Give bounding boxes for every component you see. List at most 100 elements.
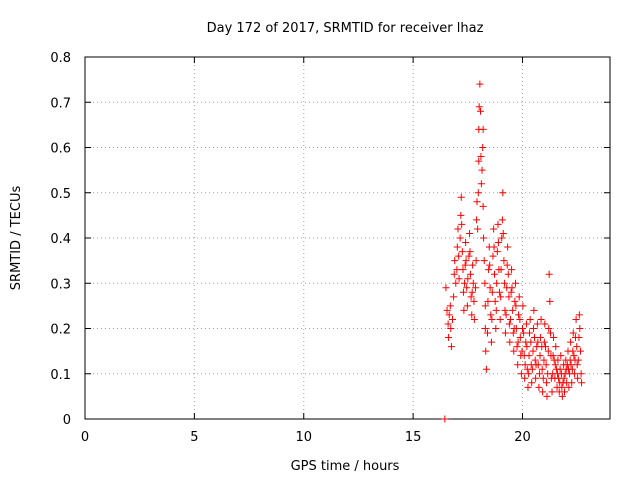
data-point bbox=[481, 325, 489, 332]
data-point bbox=[496, 288, 504, 296]
data-point bbox=[576, 347, 584, 355]
data-point bbox=[512, 325, 520, 332]
data-point bbox=[454, 225, 462, 233]
data-point bbox=[473, 198, 481, 206]
data-point bbox=[482, 365, 490, 373]
data-point bbox=[575, 334, 583, 342]
data-point bbox=[450, 270, 458, 278]
y-tick-label: 0.6 bbox=[50, 142, 71, 157]
data-point bbox=[452, 279, 460, 287]
data-point bbox=[513, 343, 521, 351]
data-point bbox=[504, 270, 512, 278]
data-point bbox=[558, 383, 566, 391]
data-point bbox=[568, 379, 576, 387]
data-point bbox=[529, 325, 537, 332]
data-point bbox=[478, 166, 486, 174]
x-tick-label: 20 bbox=[514, 430, 531, 445]
data-point bbox=[502, 311, 510, 319]
data-point bbox=[500, 257, 508, 265]
data-point bbox=[526, 329, 533, 337]
data-point bbox=[509, 306, 517, 314]
x-tick-label: 5 bbox=[190, 430, 198, 445]
data-point bbox=[455, 275, 463, 283]
data-point bbox=[472, 257, 480, 265]
data-point bbox=[450, 293, 458, 301]
data-point bbox=[504, 243, 512, 251]
data-point bbox=[572, 315, 580, 323]
data-point bbox=[484, 329, 491, 337]
axis-ticks: 0 5 10 15 20 0 0.1 0.2 0.3 0.4 0.5 0.6 0.7 0.8 bbox=[50, 51, 610, 445]
data-point bbox=[456, 234, 464, 242]
data-point bbox=[536, 370, 544, 378]
data-point bbox=[493, 248, 501, 256]
data-point bbox=[527, 338, 535, 346]
data-point bbox=[514, 361, 522, 369]
data-point bbox=[460, 306, 468, 314]
data-point bbox=[481, 279, 489, 287]
data-point bbox=[470, 315, 478, 323]
y-tick-label: 0.2 bbox=[50, 323, 71, 338]
data-point bbox=[536, 334, 544, 342]
y-tick-label: 0.7 bbox=[50, 96, 71, 111]
data-point bbox=[477, 153, 485, 161]
data-point bbox=[491, 270, 498, 278]
y-tick-label: 0.1 bbox=[50, 368, 71, 383]
data-point bbox=[510, 347, 518, 355]
data-point bbox=[575, 311, 583, 319]
data-point bbox=[573, 361, 581, 369]
data-point bbox=[509, 329, 517, 337]
data-point bbox=[533, 320, 541, 328]
data-point bbox=[466, 248, 474, 256]
data-point bbox=[522, 320, 530, 328]
data-point bbox=[539, 388, 547, 396]
x-axis-label: GPS time / hours bbox=[291, 459, 400, 474]
data-point bbox=[445, 311, 453, 319]
data-point bbox=[545, 270, 553, 278]
x-tick-label: 0 bbox=[81, 430, 89, 445]
data-point bbox=[470, 297, 478, 305]
data-point bbox=[569, 329, 577, 337]
data-point bbox=[506, 338, 514, 346]
data-point bbox=[494, 220, 502, 228]
data-point bbox=[497, 293, 505, 301]
data-point bbox=[488, 315, 496, 323]
data-point bbox=[464, 275, 472, 283]
data-point bbox=[476, 80, 484, 88]
data-point bbox=[546, 297, 554, 305]
data-point bbox=[573, 343, 581, 351]
data-point bbox=[531, 356, 539, 364]
y-tick-label: 0.4 bbox=[50, 232, 71, 247]
data-point bbox=[538, 365, 546, 373]
data-point bbox=[515, 293, 523, 301]
data-point bbox=[499, 189, 507, 197]
data-point bbox=[511, 297, 519, 305]
data-point bbox=[447, 343, 455, 351]
y-tick-label: 0.8 bbox=[50, 51, 71, 66]
data-point bbox=[569, 347, 577, 355]
data-point bbox=[459, 288, 467, 296]
data-point bbox=[465, 252, 473, 260]
data-point bbox=[468, 288, 476, 296]
data-point bbox=[462, 239, 470, 247]
data-point bbox=[493, 279, 501, 287]
data-point bbox=[519, 302, 527, 310]
y-axis-label: SRMTID / TECUs bbox=[9, 186, 24, 291]
data-point bbox=[534, 361, 542, 369]
data-point bbox=[499, 229, 507, 237]
data-point bbox=[479, 144, 487, 151]
data-point bbox=[508, 284, 516, 292]
data-point bbox=[537, 315, 545, 323]
data-point bbox=[445, 334, 453, 342]
data-point bbox=[530, 306, 538, 314]
data-point bbox=[473, 216, 481, 224]
data-point bbox=[521, 374, 529, 382]
data-point bbox=[477, 107, 484, 115]
chart-title: Day 172 of 2017, SRMTID for receiver lha… bbox=[207, 21, 484, 36]
data-point bbox=[501, 279, 509, 287]
data-point bbox=[492, 325, 500, 332]
data-point bbox=[508, 266, 516, 274]
data-point bbox=[567, 361, 575, 369]
data-point bbox=[543, 392, 551, 400]
data-point bbox=[552, 343, 560, 351]
